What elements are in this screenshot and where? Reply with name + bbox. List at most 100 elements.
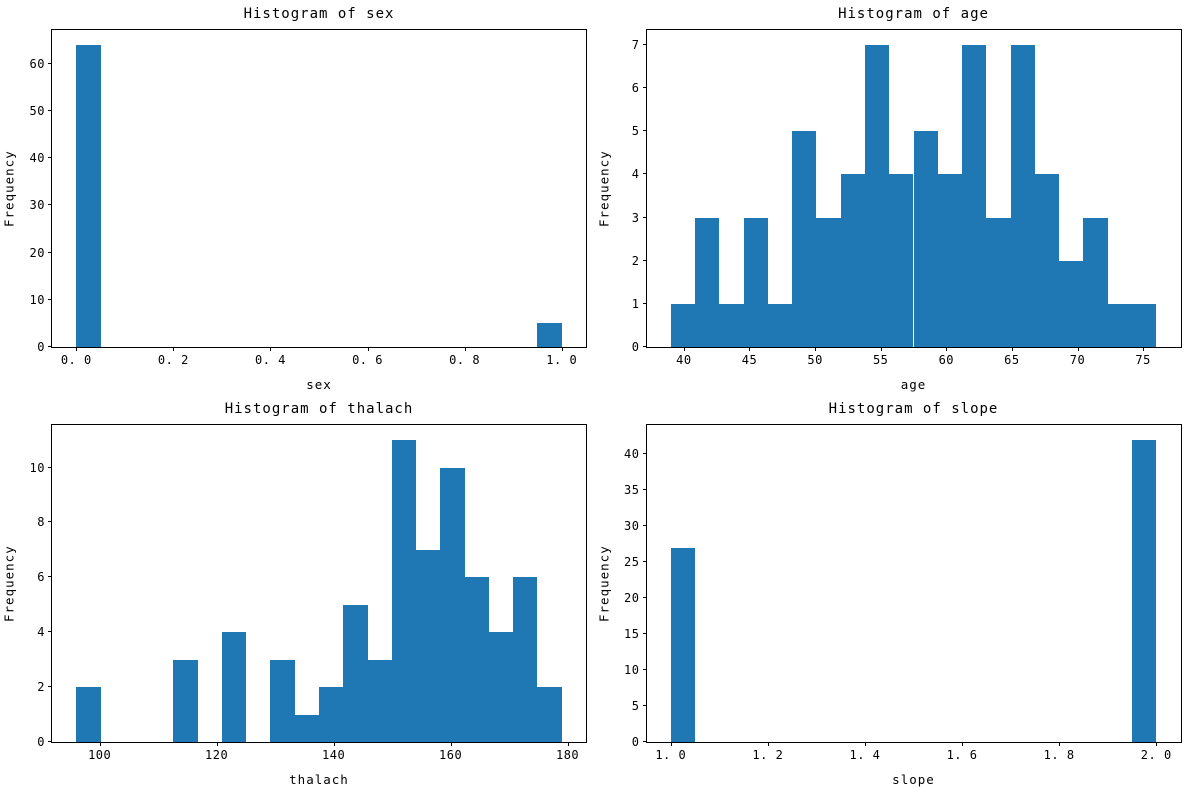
x-tick-label: 1. 0	[655, 747, 687, 762]
x-tick-label: 75	[1135, 352, 1151, 367]
histogram-bar	[76, 687, 101, 742]
histogram-bar	[1083, 217, 1108, 347]
y-axis-label-slope: Frequency	[596, 545, 611, 622]
y-tick-label: 60	[29, 56, 45, 71]
histogram-bar	[792, 131, 817, 347]
y-tick-mark	[642, 489, 647, 491]
histogram-bar	[1034, 174, 1060, 347]
x-tick-label: 1. 2	[752, 747, 784, 762]
x-tick-label: 40	[676, 352, 692, 367]
y-tick-mark	[48, 686, 52, 688]
histogram-bar	[270, 659, 295, 742]
y-tick-mark	[48, 521, 52, 523]
x-tick-label: 0. 2	[157, 352, 189, 367]
axes-sex: 0. 0 0. 2 0. 4 0. 6 0. 8 1. 0 0 10 20 30 40 50 60	[30, 28, 587, 367]
x-tick-mark	[367, 346, 369, 351]
y-tick-mark	[48, 576, 52, 578]
x-tick-label: 140	[322, 747, 346, 762]
x-axis-label-sex: sex	[306, 377, 332, 392]
y-tick-label: 4	[37, 625, 45, 640]
x-tick-label: 1. 0	[546, 352, 578, 367]
y-tick-mark	[642, 633, 647, 635]
histogram-bar	[1131, 303, 1157, 347]
y-tick-mark	[48, 157, 52, 159]
histogram-bar	[319, 687, 344, 742]
x-tick-mark	[333, 741, 335, 746]
y-tick-mark	[642, 561, 647, 563]
x-tick-label: 1. 6	[946, 747, 978, 762]
histogram-bar	[173, 659, 198, 742]
histogram-bar	[670, 303, 696, 347]
y-tick-label: 30	[624, 519, 640, 534]
y-tick-mark	[48, 110, 52, 112]
x-axis-label-thalach: thalach	[289, 772, 349, 787]
x-tick-mark	[270, 346, 272, 351]
x-tick-label: 0. 8	[449, 352, 481, 367]
y-tick-mark	[48, 298, 52, 300]
x-tick-mark	[1011, 346, 1013, 351]
x-axis-label-slope: slope	[892, 772, 935, 787]
x-tick-label: 0. 4	[255, 352, 286, 367]
plot-title-slope: Histogram of slope	[828, 401, 999, 417]
y-tick-label: 2	[631, 253, 640, 268]
y-tick-mark	[642, 130, 647, 132]
histogram-bar	[743, 217, 768, 347]
x-tick-mark	[749, 346, 751, 351]
histogram-bar	[889, 174, 914, 347]
x-tick-label: 1. 4	[849, 747, 881, 762]
x-tick-mark	[1077, 346, 1079, 351]
x-tick-mark	[99, 741, 101, 746]
y-tick-mark	[642, 669, 647, 671]
x-tick-mark	[815, 346, 817, 351]
plot-title-age: Histogram of age	[838, 6, 989, 22]
x-tick-mark	[946, 346, 948, 351]
y-tick-label: 8	[37, 515, 45, 530]
y-tick-mark	[642, 216, 647, 218]
y-tick-mark	[642, 173, 647, 175]
x-tick-label: 65	[1004, 352, 1020, 367]
x-tick-label: 100	[88, 747, 112, 762]
x-axis-label-age: age	[900, 377, 927, 392]
x-tick-label: 45	[741, 352, 758, 367]
histogram-bar	[464, 577, 489, 742]
y-tick-label: 0	[631, 339, 640, 354]
x-tick-label: 120	[205, 747, 229, 762]
histogram-bar	[670, 547, 696, 742]
histogram-bar	[986, 217, 1011, 347]
plot-title-sex: Histogram of sex	[243, 6, 395, 22]
x-tick-mark	[864, 741, 866, 746]
plot-title-thalach: Histogram of thalach	[224, 401, 414, 417]
x-tick-mark	[464, 346, 466, 351]
y-tick-label: 7	[631, 38, 640, 53]
y-tick-label: 30	[29, 198, 45, 213]
y-tick-label: 5	[631, 124, 640, 139]
x-tick-label: 160	[439, 747, 463, 762]
x-tick-mark	[561, 346, 563, 351]
histogram-bar	[816, 217, 841, 347]
x-tick-mark	[173, 346, 175, 351]
histogram-bar	[719, 303, 744, 347]
y-tick-label: 1	[631, 296, 640, 311]
x-tick-label: 180	[555, 747, 580, 762]
y-tick-mark	[48, 466, 52, 468]
y-tick-label: 10	[29, 460, 45, 475]
y-tick-label: 6	[37, 570, 45, 585]
y-axis-label-thalach: Frequency	[1, 545, 17, 622]
histogram-bar	[343, 604, 368, 742]
histogram-bar	[367, 659, 392, 742]
y-tick-mark	[48, 204, 52, 206]
y-tick-label: 15	[624, 627, 640, 642]
axes-slope: 1. 0 1. 2 1. 4 1. 6 1. 8 2. 0 0 5 10 15 20 25 30 35 40	[624, 423, 1182, 762]
x-tick-label: 55	[872, 352, 889, 367]
y-tick-label: 0	[37, 339, 45, 354]
y-tick-mark	[642, 44, 647, 46]
subplot-thalach: Histogram of thalach Frequency 100 120 140…	[0, 395, 595, 790]
histogram-bar	[1059, 260, 1084, 347]
y-tick-label: 6	[631, 81, 640, 96]
x-tick-mark	[962, 741, 964, 746]
histogram-bar	[937, 174, 963, 347]
x-tick-label: 50	[807, 352, 823, 367]
x-tick-mark	[1059, 741, 1061, 746]
y-tick-label: 25	[624, 555, 640, 570]
